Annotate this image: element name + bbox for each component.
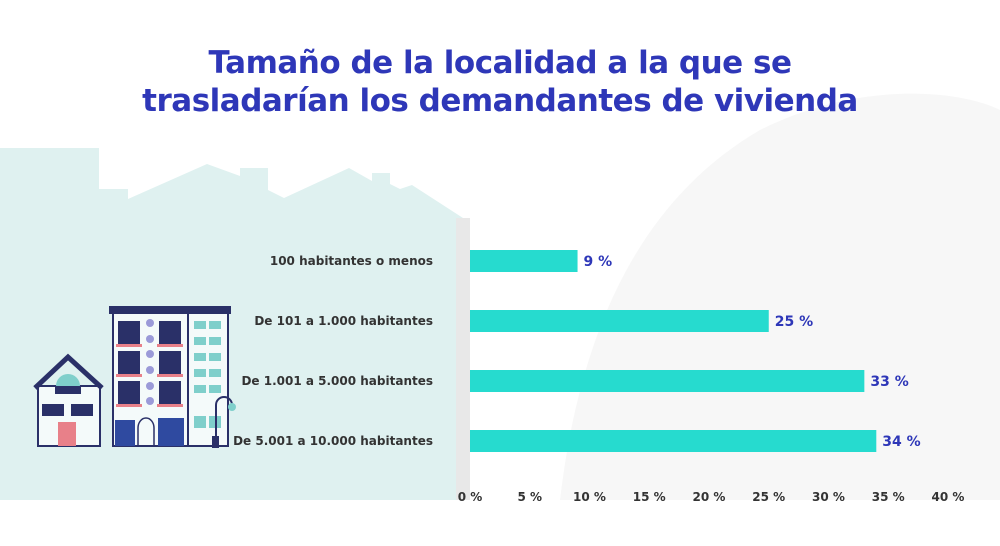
category-label: 100 habitantes o menos	[270, 254, 433, 268]
x-tick-label: 25 %	[752, 490, 785, 504]
value-label: 33 %	[870, 374, 908, 390]
x-tick-label: 10 %	[573, 490, 606, 504]
title-line-1: Tamaño de la localidad a la que se	[208, 45, 792, 81]
title-line-2: trasladarían los demandantes de vivienda	[142, 83, 858, 119]
x-tick-label: 30 %	[812, 490, 845, 504]
bar	[470, 250, 578, 272]
bar	[470, 310, 769, 332]
x-tick-label: 15 %	[633, 490, 666, 504]
chart-title: Tamaño de la localidad a la que se trasl…	[0, 44, 1000, 120]
axis-band	[456, 218, 470, 500]
house-illustration	[33, 353, 104, 447]
x-tick-label: 35 %	[872, 490, 905, 504]
apartment-building-illustration	[109, 306, 236, 448]
category-label: De 5.001 a 10.000 habitantes	[233, 434, 433, 448]
x-tick-label: 5 %	[517, 490, 542, 504]
value-label: 34 %	[882, 434, 920, 450]
right-blob	[560, 93, 1000, 500]
value-label: 9 %	[584, 254, 613, 270]
category-label: De 101 a 1.000 habitantes	[254, 314, 433, 328]
value-label: 25 %	[775, 314, 813, 330]
bar	[470, 430, 877, 452]
x-tick-label: 20 %	[693, 490, 726, 504]
x-tick-label: 40 %	[932, 490, 965, 504]
category-label: De 1.001 a 5.000 habitantes	[241, 374, 433, 388]
x-tick-label: 0 %	[458, 490, 483, 504]
bar	[470, 370, 865, 392]
